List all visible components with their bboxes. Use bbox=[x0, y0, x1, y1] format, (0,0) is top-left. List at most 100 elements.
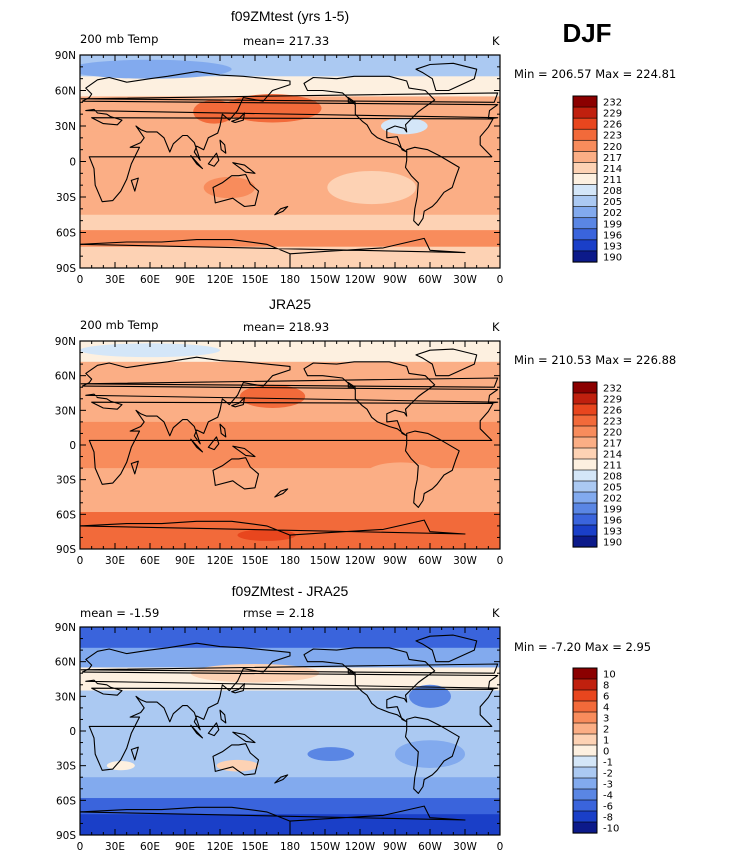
colorbar-swatch bbox=[572, 239, 598, 252]
colorbar-swatch bbox=[572, 95, 598, 108]
colorbar-swatch bbox=[572, 425, 598, 438]
x-tick-label: 120E bbox=[207, 555, 234, 567]
panel-2-left-label: 200 mb Temp bbox=[80, 318, 158, 332]
y-tick-label: 60S bbox=[56, 228, 76, 240]
colorbar-swatch bbox=[572, 106, 598, 119]
coastline-7 bbox=[80, 92, 499, 103]
colorbar-swatch bbox=[572, 766, 598, 779]
coastline-14 bbox=[347, 97, 356, 103]
colorbar-label: 6 bbox=[603, 692, 609, 703]
colorbar-label: 214 bbox=[603, 450, 622, 461]
x-tick-label: 180 bbox=[280, 841, 300, 853]
colorbar-swatch bbox=[572, 392, 598, 405]
band-6 bbox=[80, 230, 500, 248]
colorbar-label: 217 bbox=[603, 439, 622, 450]
panel-3-units: K bbox=[492, 606, 500, 620]
x-tick-label: 30W bbox=[453, 274, 477, 286]
coastline-5 bbox=[80, 805, 466, 835]
band-5 bbox=[80, 798, 500, 815]
colorbar-swatch bbox=[572, 217, 598, 230]
panel-1-left-label: 200 mb Temp bbox=[80, 32, 158, 46]
coastline-1 bbox=[404, 146, 460, 226]
x-tick-label: 30W bbox=[453, 555, 477, 567]
coastline-4 bbox=[212, 743, 260, 776]
colorbar-label: 223 bbox=[603, 417, 622, 428]
colorbar-swatch bbox=[572, 403, 598, 416]
x-tick-label: 120W bbox=[345, 274, 376, 286]
anomaly-5 bbox=[80, 59, 232, 79]
colorbar-swatch bbox=[572, 667, 598, 680]
panel-3-map: 0 30E 60E 90E 120E 150E 180 150W 120W 90W 60W 30W 09… bbox=[55, 622, 504, 853]
colorbar-swatch bbox=[572, 458, 598, 471]
colorbar-swatch bbox=[572, 689, 598, 702]
x-tick-label: 60W bbox=[418, 555, 442, 567]
x-tick-label: 150E bbox=[242, 555, 269, 567]
colorbar-swatch bbox=[572, 206, 598, 219]
x-tick-label: 90W bbox=[383, 841, 407, 853]
y-tick-label: 30N bbox=[55, 121, 76, 133]
colorbar-swatch bbox=[572, 151, 598, 163]
x-tick-label: 150W bbox=[310, 555, 341, 567]
y-tick-label: 0 bbox=[69, 440, 76, 452]
panel-1-units: K bbox=[492, 34, 500, 48]
y-tick-label: 30N bbox=[55, 691, 76, 703]
coastline-10 bbox=[232, 445, 256, 458]
coastline-5 bbox=[80, 519, 466, 549]
colorbar-label: 217 bbox=[603, 153, 622, 164]
x-tick-label: 150W bbox=[310, 274, 341, 286]
colorbar-label: 223 bbox=[603, 131, 622, 142]
coastline-2 bbox=[415, 62, 478, 92]
colorbar-label: 211 bbox=[603, 461, 622, 472]
coastline-10 bbox=[232, 162, 256, 174]
season-label: DJF bbox=[562, 18, 611, 48]
anomaly-1 bbox=[409, 684, 451, 708]
colorbar-swatch bbox=[572, 810, 598, 823]
colorbar-label: 193 bbox=[603, 241, 622, 252]
band-4 bbox=[80, 777, 500, 799]
colorbar-swatch bbox=[572, 788, 598, 801]
field bbox=[80, 627, 500, 835]
coastline-7 bbox=[80, 377, 499, 388]
colorbar-label: 208 bbox=[603, 472, 622, 483]
colorbar-swatch bbox=[572, 722, 598, 735]
colorbar-swatch bbox=[572, 381, 598, 394]
x-tick-label: 30W bbox=[453, 841, 477, 853]
colorbar-label: -2 bbox=[603, 769, 613, 780]
colorbar-swatch bbox=[572, 700, 598, 713]
coastline-11 bbox=[130, 177, 139, 192]
x-tick-label: 90W bbox=[383, 274, 407, 286]
colorbar-label: 199 bbox=[603, 219, 622, 230]
colorbar-frame bbox=[572, 667, 598, 834]
colorbar-swatch bbox=[572, 799, 598, 812]
colorbar-label: 190 bbox=[603, 252, 622, 263]
colorbar-swatch bbox=[572, 162, 598, 175]
colorbar-label: 0 bbox=[603, 747, 609, 758]
x-tick-label: 60W bbox=[418, 841, 442, 853]
band-5 bbox=[80, 214, 500, 231]
colorbar-swatch bbox=[572, 128, 598, 141]
y-tick-label: 90S bbox=[56, 263, 76, 275]
y-tick-label: 0 bbox=[69, 157, 76, 169]
colorbar-label: 229 bbox=[603, 395, 622, 406]
x-tick-label: 180 bbox=[280, 274, 300, 286]
x-tick-label: 30E bbox=[105, 841, 125, 853]
x-tick-label: 30E bbox=[105, 274, 125, 286]
coastline-0 bbox=[303, 647, 436, 723]
y-tick-label: 60N bbox=[55, 657, 76, 669]
coastline-4 bbox=[212, 457, 260, 490]
panel-3-title: f09ZMtest - JRA25 bbox=[232, 583, 349, 599]
y-tick-label: 60S bbox=[56, 509, 76, 521]
coastline-10 bbox=[232, 731, 256, 744]
y-tick-label: 30S bbox=[56, 761, 76, 773]
anomaly-2 bbox=[237, 529, 296, 541]
x-tick-label: 60E bbox=[140, 841, 160, 853]
colorbar-swatch bbox=[572, 250, 598, 263]
colorbar-label: 211 bbox=[603, 175, 622, 186]
coastline-8 bbox=[190, 724, 204, 739]
x-tick-label: 120W bbox=[345, 841, 376, 853]
colorbar-label: -4 bbox=[603, 791, 613, 802]
band-5 bbox=[80, 493, 500, 513]
y-tick-label: 60S bbox=[56, 795, 76, 807]
